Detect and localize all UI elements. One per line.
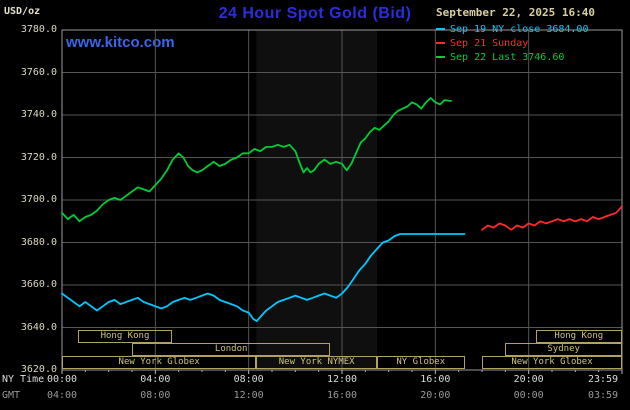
- series-line-sep19: [61, 233, 466, 323]
- session-box-sydney: Sydney: [505, 343, 622, 356]
- chart-title: 24 Hour Spot Gold (Bid): [218, 5, 412, 22]
- series-line-sep22: [61, 97, 452, 223]
- series-line-sep21: [481, 205, 623, 231]
- x-axis-label-gmt: 08:00: [140, 390, 171, 401]
- y-axis-label: 3640.0: [20, 321, 57, 333]
- units-label: USD/oz: [4, 6, 41, 17]
- y-axis-label: 3760.0: [20, 66, 57, 78]
- legend-label: Sep 22 Last 3746.60: [450, 51, 565, 63]
- session-box-new-york-globex: New York Globex: [482, 356, 622, 369]
- y-axis-label: 3680.0: [20, 236, 57, 248]
- datetime-label: September 22, 2025 16:40: [436, 6, 595, 19]
- y-axis-label: 3700.0: [20, 194, 57, 205]
- session-box-ny-globex: NY Globex: [377, 356, 465, 369]
- session-box-hong-kong: Hong Kong: [535, 330, 622, 343]
- legend-item-sep19: Sep 19 NY close 3684.00: [436, 22, 626, 36]
- ny-time-axis-label: NY Time: [2, 374, 45, 385]
- y-axis-label: 3720.0: [20, 151, 57, 163]
- x-axis-label-gmt: 20:00: [420, 390, 451, 401]
- x-axis-label-gmt: 04:00: [46, 390, 78, 401]
- legend-item-sep21: Sep 21 Sunday: [436, 36, 626, 50]
- legend-line-icon: [436, 28, 445, 30]
- legend-label: Sep 19 NY close 3684.00: [450, 23, 589, 35]
- x-axis-label-ny: 08:00: [233, 374, 264, 385]
- session-box-hong-kong: Hong Kong: [78, 330, 172, 343]
- session-box-new-york-nymex: New York NYMEX: [256, 356, 377, 369]
- x-axis-label-gmt: 03:59: [587, 390, 619, 401]
- x-axis-label-gmt: 00:00: [513, 390, 544, 401]
- x-axis-label-gmt: 16:00: [326, 390, 358, 401]
- legend: September 22, 2025 16:40 Sep 19 NY close…: [436, 6, 626, 64]
- x-axis-label-ny: 16:00: [420, 374, 451, 385]
- x-axis-label-ny: 00:00: [46, 374, 78, 385]
- legend-line-icon: [436, 42, 445, 44]
- legend-line-icon: [436, 56, 445, 58]
- y-axis-label: 3740.0: [20, 109, 57, 120]
- kitco-watermark-link[interactable]: www.kitco.com: [66, 34, 175, 51]
- y-axis-label: 3620.0: [20, 364, 57, 375]
- session-box-new-york-globex: New York Globex: [62, 356, 257, 369]
- x-axis-label-ny: 12:00: [326, 374, 358, 385]
- y-axis-label: 3780.0: [20, 24, 57, 35]
- x-axis-label-ny: 20:00: [513, 374, 544, 385]
- session-box-london: London: [132, 343, 331, 356]
- gmt-axis-label: GMT: [2, 390, 21, 401]
- x-axis-label-ny: 04:00: [140, 374, 171, 385]
- legend-label: Sep 21 Sunday: [450, 37, 529, 49]
- legend-item-sep22: Sep 22 Last 3746.60: [436, 50, 626, 64]
- x-axis-label-gmt: 12:00: [233, 390, 264, 401]
- x-axis-label-ny: 23:59: [587, 374, 619, 385]
- plot-border: [61, 29, 623, 371]
- y-axis-label: 3660.0: [20, 279, 57, 290]
